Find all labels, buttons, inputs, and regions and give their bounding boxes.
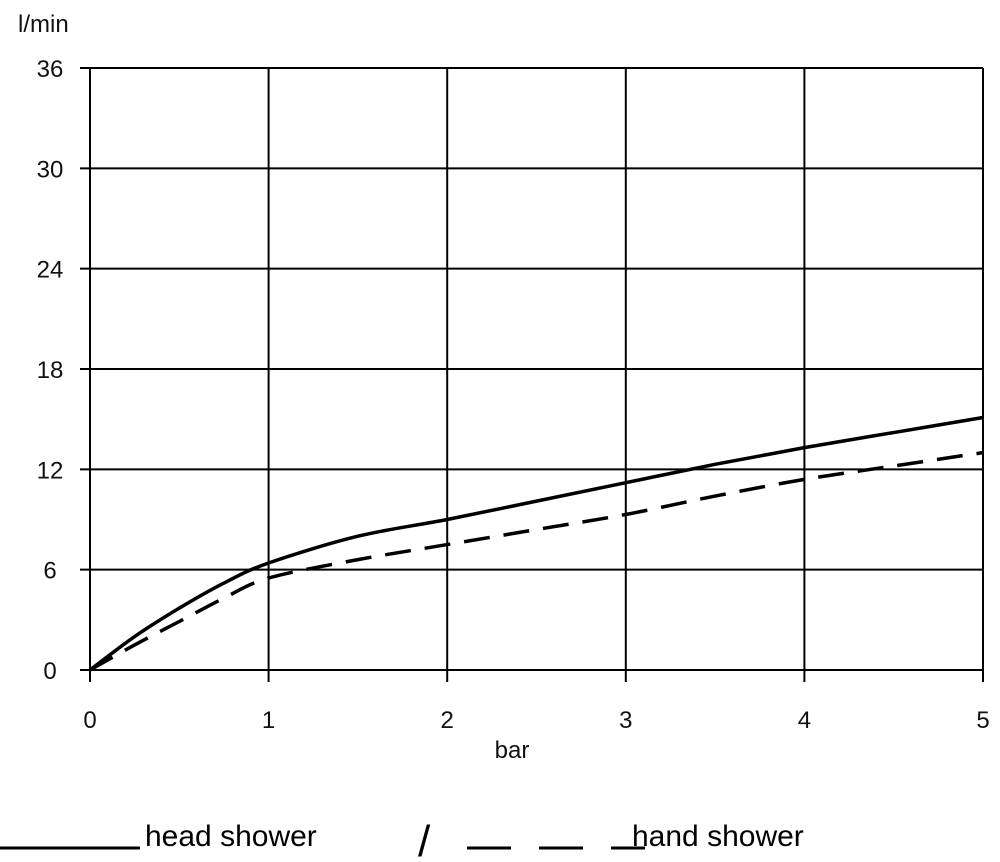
y-tick-label: 24 bbox=[37, 257, 64, 284]
legend: head shower / hand shower bbox=[0, 817, 804, 862]
legend-separator: / bbox=[418, 817, 431, 862]
y-tick-label: 12 bbox=[37, 457, 64, 484]
y-axis-label: l/min bbox=[18, 11, 69, 38]
series-line-head-shower bbox=[88, 415, 984, 672]
legend-label-hand-shower: hand shower bbox=[632, 820, 804, 853]
y-tick-label: 6 bbox=[43, 558, 56, 585]
y-tick-label: 30 bbox=[37, 156, 64, 183]
x-tick-label: 3 bbox=[619, 707, 632, 734]
legend-label-head-shower: head shower bbox=[145, 820, 317, 853]
y-tick-label: 18 bbox=[37, 357, 64, 384]
x-tick-label: 5 bbox=[976, 707, 989, 734]
x-axis-label: bar bbox=[495, 737, 530, 764]
y-tick-label: 36 bbox=[37, 56, 64, 83]
grid bbox=[80, 67, 984, 682]
series-line-hand-shower bbox=[89, 450, 984, 672]
x-tick-label: 1 bbox=[262, 707, 275, 734]
series-lines bbox=[88, 415, 984, 672]
x-tick-label: 2 bbox=[441, 707, 454, 734]
x-tick-label: 0 bbox=[83, 707, 96, 734]
x-tick-label: 4 bbox=[798, 707, 811, 734]
y-tick-label: 0 bbox=[43, 658, 56, 685]
